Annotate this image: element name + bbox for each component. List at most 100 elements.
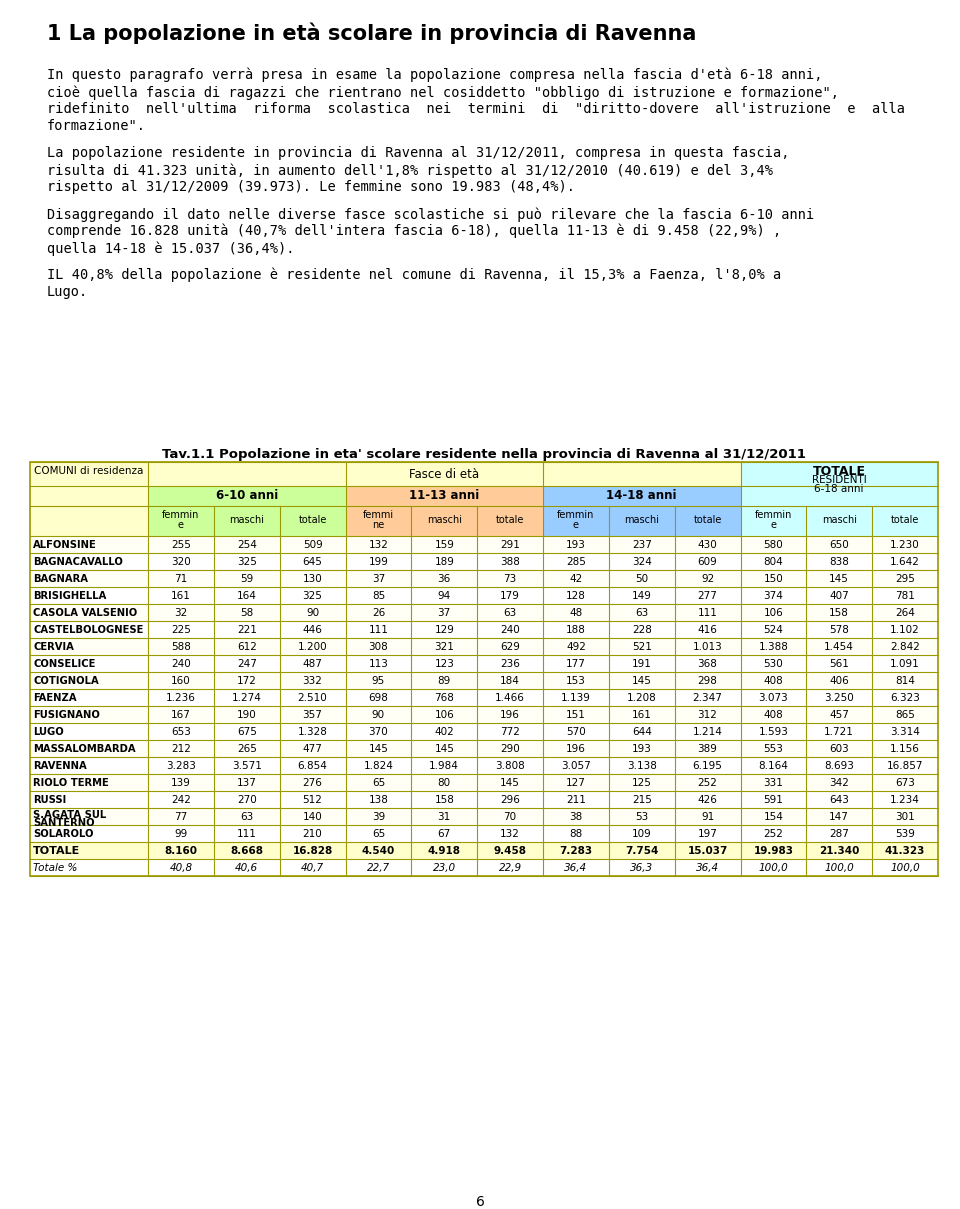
Text: MASSALOMBARDA: MASSALOMBARDA: [33, 744, 135, 754]
Text: 357: 357: [302, 710, 323, 721]
Text: 90: 90: [306, 608, 319, 618]
Text: 184: 184: [500, 676, 520, 686]
Text: 487: 487: [302, 659, 323, 669]
Text: 196: 196: [500, 710, 520, 721]
Text: 1.642: 1.642: [890, 557, 920, 567]
Text: 4.918: 4.918: [428, 846, 461, 856]
Text: 1.466: 1.466: [495, 693, 525, 702]
Bar: [30, 672, 938, 689]
Text: 296: 296: [500, 796, 520, 805]
Bar: [30, 841, 938, 860]
Text: 23,0: 23,0: [433, 863, 456, 873]
Text: 368: 368: [698, 659, 717, 669]
Text: 553: 553: [763, 744, 783, 754]
Text: 673: 673: [895, 779, 915, 788]
Text: 1.234: 1.234: [890, 796, 920, 805]
Text: 247: 247: [237, 659, 256, 669]
Text: 240: 240: [171, 659, 191, 669]
Text: 6: 6: [475, 1194, 485, 1209]
Text: RUSSI: RUSSI: [33, 796, 66, 805]
Text: 137: 137: [237, 779, 256, 788]
Text: 7.283: 7.283: [560, 846, 592, 856]
Bar: [30, 569, 938, 588]
Text: 331: 331: [763, 779, 783, 788]
Text: CASTELBOLOGNESE: CASTELBOLOGNESE: [33, 625, 143, 635]
Text: 277: 277: [698, 591, 717, 601]
Text: BRISIGHELLA: BRISIGHELLA: [33, 591, 107, 601]
Text: femmin: femmin: [162, 510, 200, 520]
Bar: [30, 604, 938, 621]
Text: 32: 32: [175, 608, 187, 618]
Text: 276: 276: [302, 779, 323, 788]
Text: 477: 477: [302, 744, 323, 754]
Text: 150: 150: [763, 574, 783, 584]
Bar: [30, 689, 938, 706]
Text: 645: 645: [302, 557, 323, 567]
Text: 190: 190: [237, 710, 256, 721]
Text: 111: 111: [237, 829, 256, 839]
Text: 324: 324: [632, 557, 652, 567]
Bar: [346, 486, 543, 536]
Text: 38: 38: [569, 812, 583, 822]
Text: 9.458: 9.458: [493, 846, 527, 856]
Text: 4.540: 4.540: [362, 846, 396, 856]
Text: 285: 285: [566, 557, 586, 567]
Text: 21.340: 21.340: [819, 846, 859, 856]
Text: risulta di 41.323 unità, in aumento dell'1,8% rispetto al 31/12/2010 (40.619) e : risulta di 41.323 unità, in aumento dell…: [47, 163, 773, 178]
Bar: [30, 740, 938, 757]
Text: 88: 88: [569, 829, 583, 839]
Text: FUSIGNANO: FUSIGNANO: [33, 710, 100, 721]
Text: 63: 63: [240, 812, 253, 822]
Text: CASOLA VALSENIO: CASOLA VALSENIO: [33, 608, 137, 618]
Text: 255: 255: [171, 540, 191, 550]
Text: 644: 644: [632, 727, 652, 737]
Text: 3.314: 3.314: [890, 727, 920, 737]
Bar: [30, 808, 938, 825]
Text: 177: 177: [566, 659, 586, 669]
Text: 1 La popolazione in età scolare in provincia di Ravenna: 1 La popolazione in età scolare in provi…: [47, 22, 696, 44]
Bar: [30, 825, 938, 841]
Text: 125: 125: [632, 779, 652, 788]
Text: 22,7: 22,7: [367, 863, 390, 873]
Text: 342: 342: [829, 779, 850, 788]
Text: 1.236: 1.236: [166, 693, 196, 702]
Text: 140: 140: [302, 812, 323, 822]
Bar: [30, 621, 938, 638]
Text: 95: 95: [372, 676, 385, 686]
Text: 215: 215: [632, 796, 652, 805]
Text: e: e: [178, 520, 184, 530]
Text: Fasce di età: Fasce di età: [409, 468, 479, 481]
Text: 320: 320: [171, 557, 191, 567]
Text: 19.983: 19.983: [754, 846, 793, 856]
Text: 16.828: 16.828: [293, 846, 333, 856]
Text: totale: totale: [891, 515, 920, 525]
Text: 457: 457: [829, 710, 850, 721]
Text: 50: 50: [636, 574, 648, 584]
Text: 237: 237: [632, 540, 652, 550]
Text: 580: 580: [763, 540, 783, 550]
Text: COMUNI di residenza: COMUNI di residenza: [34, 465, 143, 476]
Text: 252: 252: [698, 779, 717, 788]
Text: 65: 65: [372, 779, 385, 788]
Text: 40,6: 40,6: [235, 863, 258, 873]
Text: 90: 90: [372, 710, 385, 721]
Text: 521: 521: [632, 642, 652, 652]
Text: 109: 109: [632, 829, 652, 839]
Text: 446: 446: [302, 625, 323, 635]
Text: 197: 197: [698, 829, 717, 839]
Text: maschi: maschi: [229, 515, 264, 525]
Text: 2.347: 2.347: [693, 693, 723, 702]
Text: 36,4: 36,4: [696, 863, 719, 873]
Text: 167: 167: [171, 710, 191, 721]
Text: 370: 370: [369, 727, 388, 737]
Text: quella 14-18 è 15.037 (36,4%).: quella 14-18 è 15.037 (36,4%).: [47, 241, 295, 255]
Text: 6-18 anni: 6-18 anni: [814, 484, 864, 494]
Text: 94: 94: [438, 591, 451, 601]
Text: SOLAROLO: SOLAROLO: [33, 829, 93, 839]
Bar: [30, 536, 938, 553]
Text: 650: 650: [829, 540, 850, 550]
Text: S.AGATA SUL: S.AGATA SUL: [33, 810, 107, 820]
Text: 139: 139: [171, 779, 191, 788]
Text: 772: 772: [500, 727, 520, 737]
Text: 578: 578: [829, 625, 850, 635]
